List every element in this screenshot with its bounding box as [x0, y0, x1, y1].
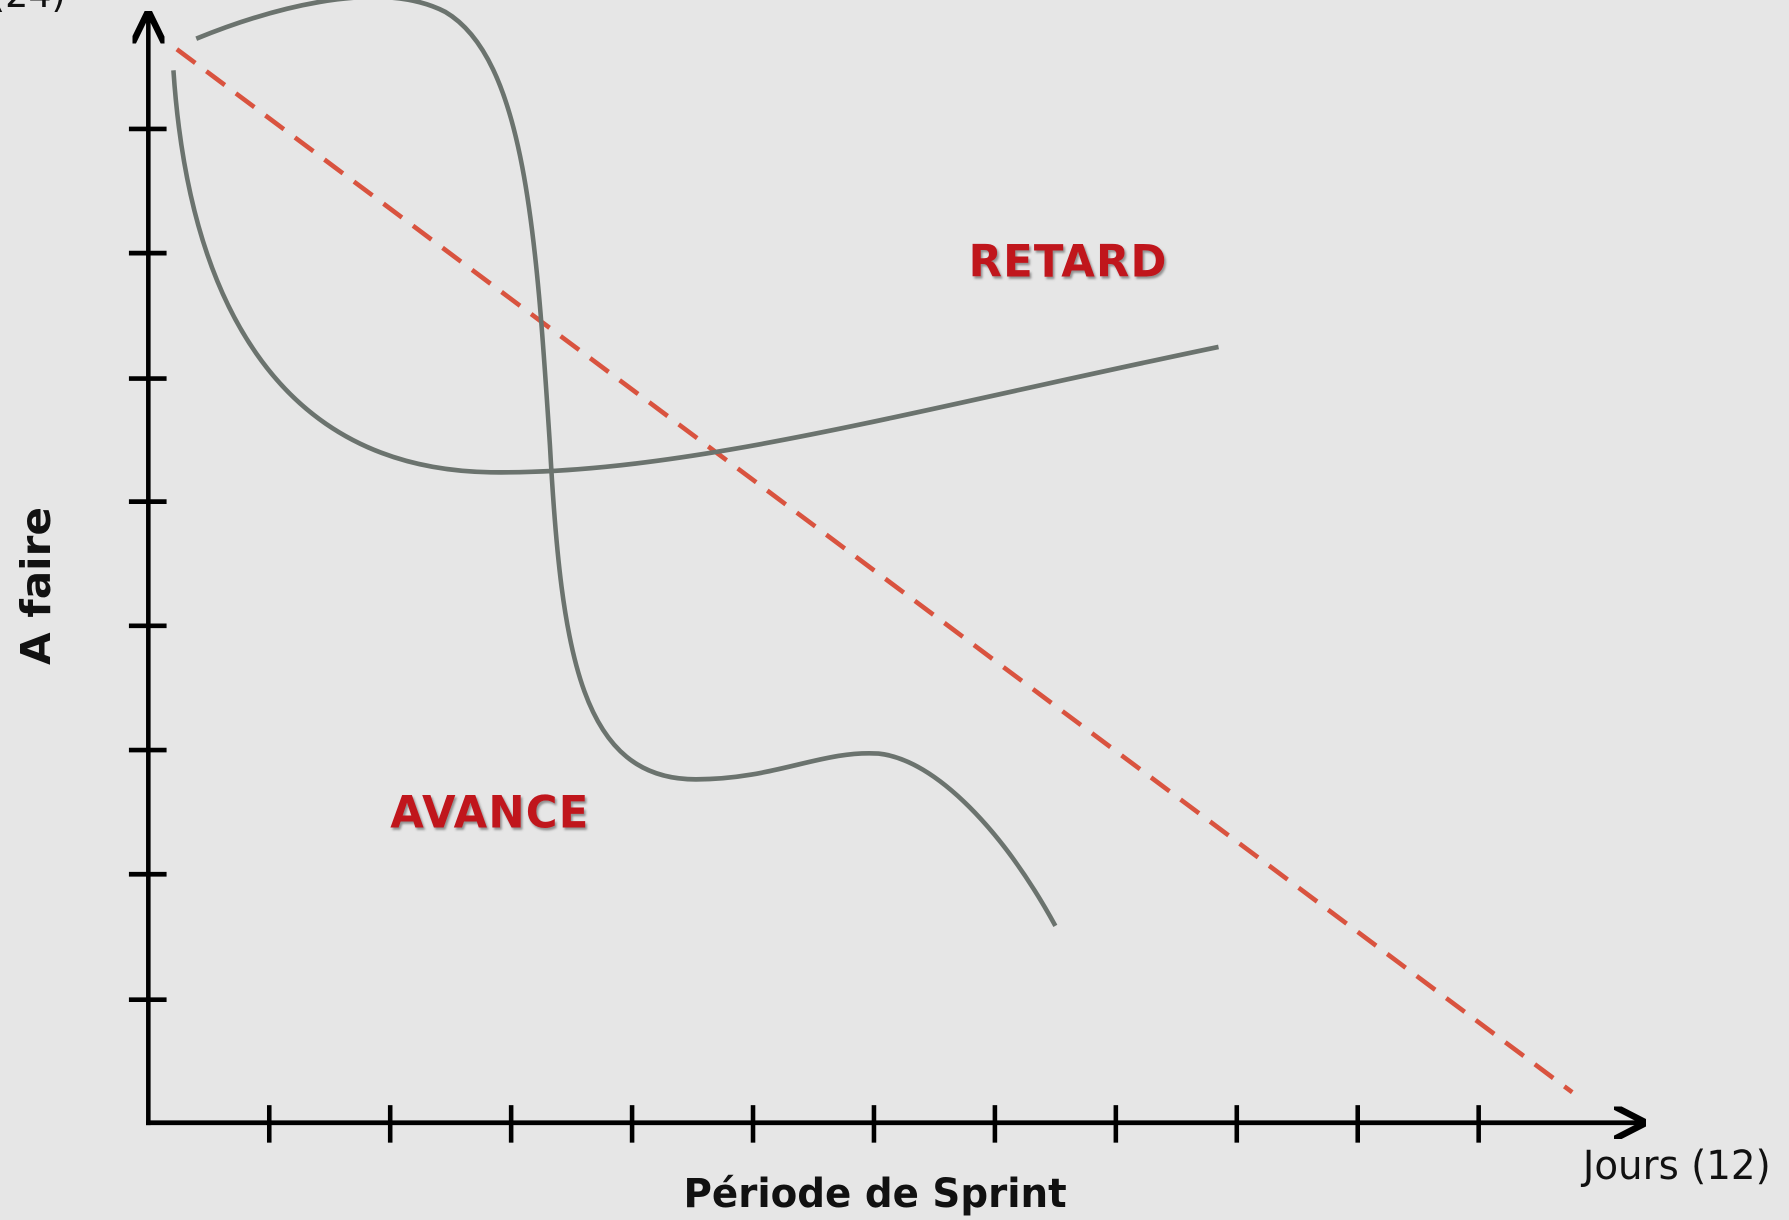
- x-ticks: [266, 1105, 1481, 1143]
- retard-label: RETARD: [969, 236, 1168, 288]
- avance-label: AVANCE: [390, 787, 589, 839]
- y-ticks: [128, 126, 167, 1003]
- y-max-label: (24): [0, 0, 66, 16]
- x-axis-title: Période de Sprint: [684, 1172, 1067, 1218]
- y-axis-title: A faire: [12, 507, 60, 665]
- x-max-label: Jours (12): [1580, 1144, 1771, 1190]
- curve-behind: [171, 70, 1219, 475]
- ideal-line: [175, 47, 1574, 1095]
- curve-ahead: [195, 0, 1058, 927]
